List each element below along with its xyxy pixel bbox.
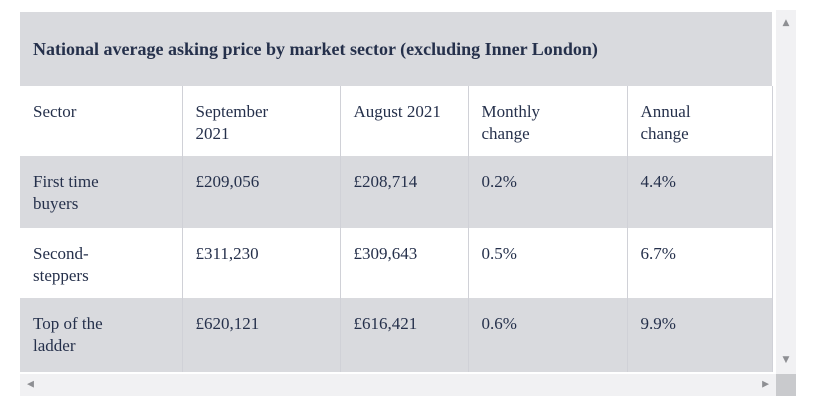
cell-monthly-change: 0.6% <box>468 298 628 372</box>
table-row: Top of the ladder £620,121 £616,421 0.6%… <box>20 298 773 372</box>
scroll-right-icon[interactable]: ▶ <box>762 379 769 390</box>
horizontal-scrollbar[interactable]: ◀ ▶ <box>20 374 776 396</box>
column-header-sector: Sector <box>20 86 183 156</box>
sector-label: Second-steppers <box>33 244 89 286</box>
column-header-label: Sector <box>33 102 77 121</box>
cell-monthly-change: 0.2% <box>468 156 628 228</box>
vertical-scrollbar[interactable]: ▲ ▼ <box>776 10 796 374</box>
cell-september-price: £620,121 <box>182 298 341 372</box>
column-header-label: Annual change <box>640 102 691 144</box>
scroll-down-icon[interactable]: ▼ <box>782 355 790 365</box>
scroll-up-icon[interactable]: ▲ <box>782 18 790 28</box>
table-header-row: Sector September 2021 August 2021 Monthl… <box>20 86 773 156</box>
cell-annual-change: 6.7% <box>627 228 773 298</box>
cell-sector: Top of the ladder <box>20 298 183 372</box>
column-header-label: August 2021 <box>353 102 441 121</box>
cell-august-price: £309,643 <box>340 228 469 298</box>
sector-label: First time buyers <box>33 172 99 214</box>
column-header-monthly-change: Monthly change <box>468 86 628 156</box>
cell-september-price: £311,230 <box>182 228 341 298</box>
table-row: First time buyers £209,056 £208,714 0.2%… <box>20 156 773 228</box>
scroll-left-icon[interactable]: ◀ <box>27 379 34 390</box>
table-title: National average asking price by market … <box>20 12 772 86</box>
cell-sector: First time buyers <box>20 156 183 228</box>
column-header-august-2021: August 2021 <box>340 86 469 156</box>
cell-annual-change: 9.9% <box>627 298 773 372</box>
scrollbar-corner <box>776 374 796 396</box>
column-header-label: Monthly change <box>481 102 541 144</box>
cell-sector: Second-steppers <box>20 228 183 298</box>
column-header-annual-change: Annual change <box>627 86 773 156</box>
cell-september-price: £209,056 <box>182 156 341 228</box>
table-scroll-area[interactable]: National average asking price by market … <box>20 10 776 374</box>
cell-august-price: £616,421 <box>340 298 469 372</box>
price-table: Sector September 2021 August 2021 Monthl… <box>20 86 773 372</box>
cell-annual-change: 4.4% <box>627 156 773 228</box>
sector-label: Top of the ladder <box>33 314 103 356</box>
cell-monthly-change: 0.5% <box>468 228 628 298</box>
price-table-widget: National average asking price by market … <box>20 10 796 396</box>
table-row: Second-steppers £311,230 £309,643 0.5% 6… <box>20 228 773 298</box>
cell-august-price: £208,714 <box>340 156 469 228</box>
column-header-label: September 2021 <box>195 102 269 144</box>
column-header-september-2021: September 2021 <box>182 86 341 156</box>
